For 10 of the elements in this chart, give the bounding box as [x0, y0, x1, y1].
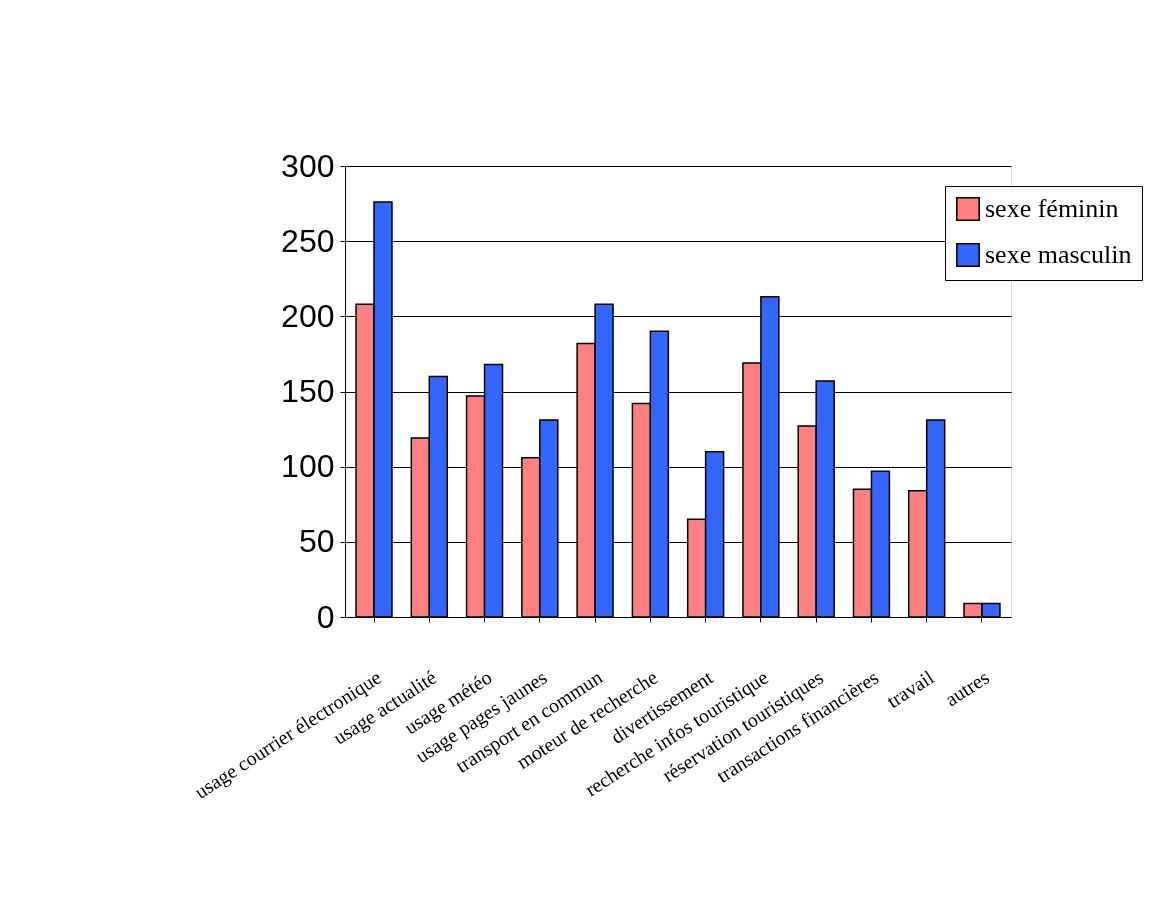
y-tick-label: 0	[316, 598, 335, 635]
y-tick-label: 200	[281, 297, 335, 334]
y-tick-label: 300	[281, 147, 335, 184]
legend-label: sexe féminin	[985, 194, 1119, 223]
x-tick-label: autres	[940, 665, 994, 711]
y-tick-label: 100	[281, 448, 335, 485]
y-tick-label: 150	[281, 373, 335, 409]
y-tick-label: 50	[298, 523, 335, 560]
y-tick-label: 250	[281, 222, 335, 259]
legend-label: sexe masculin	[985, 240, 1132, 269]
